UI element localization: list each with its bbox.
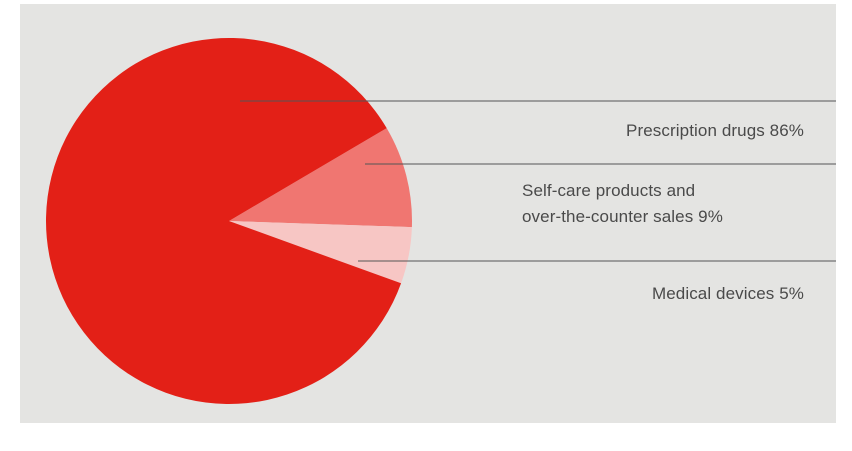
slice-label-devices-text: Medical devices 5% xyxy=(651,284,804,303)
slice-label-selfcare-line2: over-the-counter sales 9% xyxy=(522,207,723,226)
pie-slice-selfcare xyxy=(229,128,412,228)
slice-label-selfcare: Self-care products and over-the-counter … xyxy=(522,178,804,230)
slice-label-selfcare-line1: Self-care products and xyxy=(522,181,696,200)
pie-slice-devices xyxy=(229,221,412,284)
slice-label-devices: Medical devices 5% xyxy=(652,281,804,307)
pie-slices xyxy=(45,38,412,404)
slice-label-prescription-text: Prescription drugs 86% xyxy=(626,121,804,140)
slice-label-prescription: Prescription drugs 86% xyxy=(626,118,804,144)
pie-slice-prescription xyxy=(45,38,402,404)
